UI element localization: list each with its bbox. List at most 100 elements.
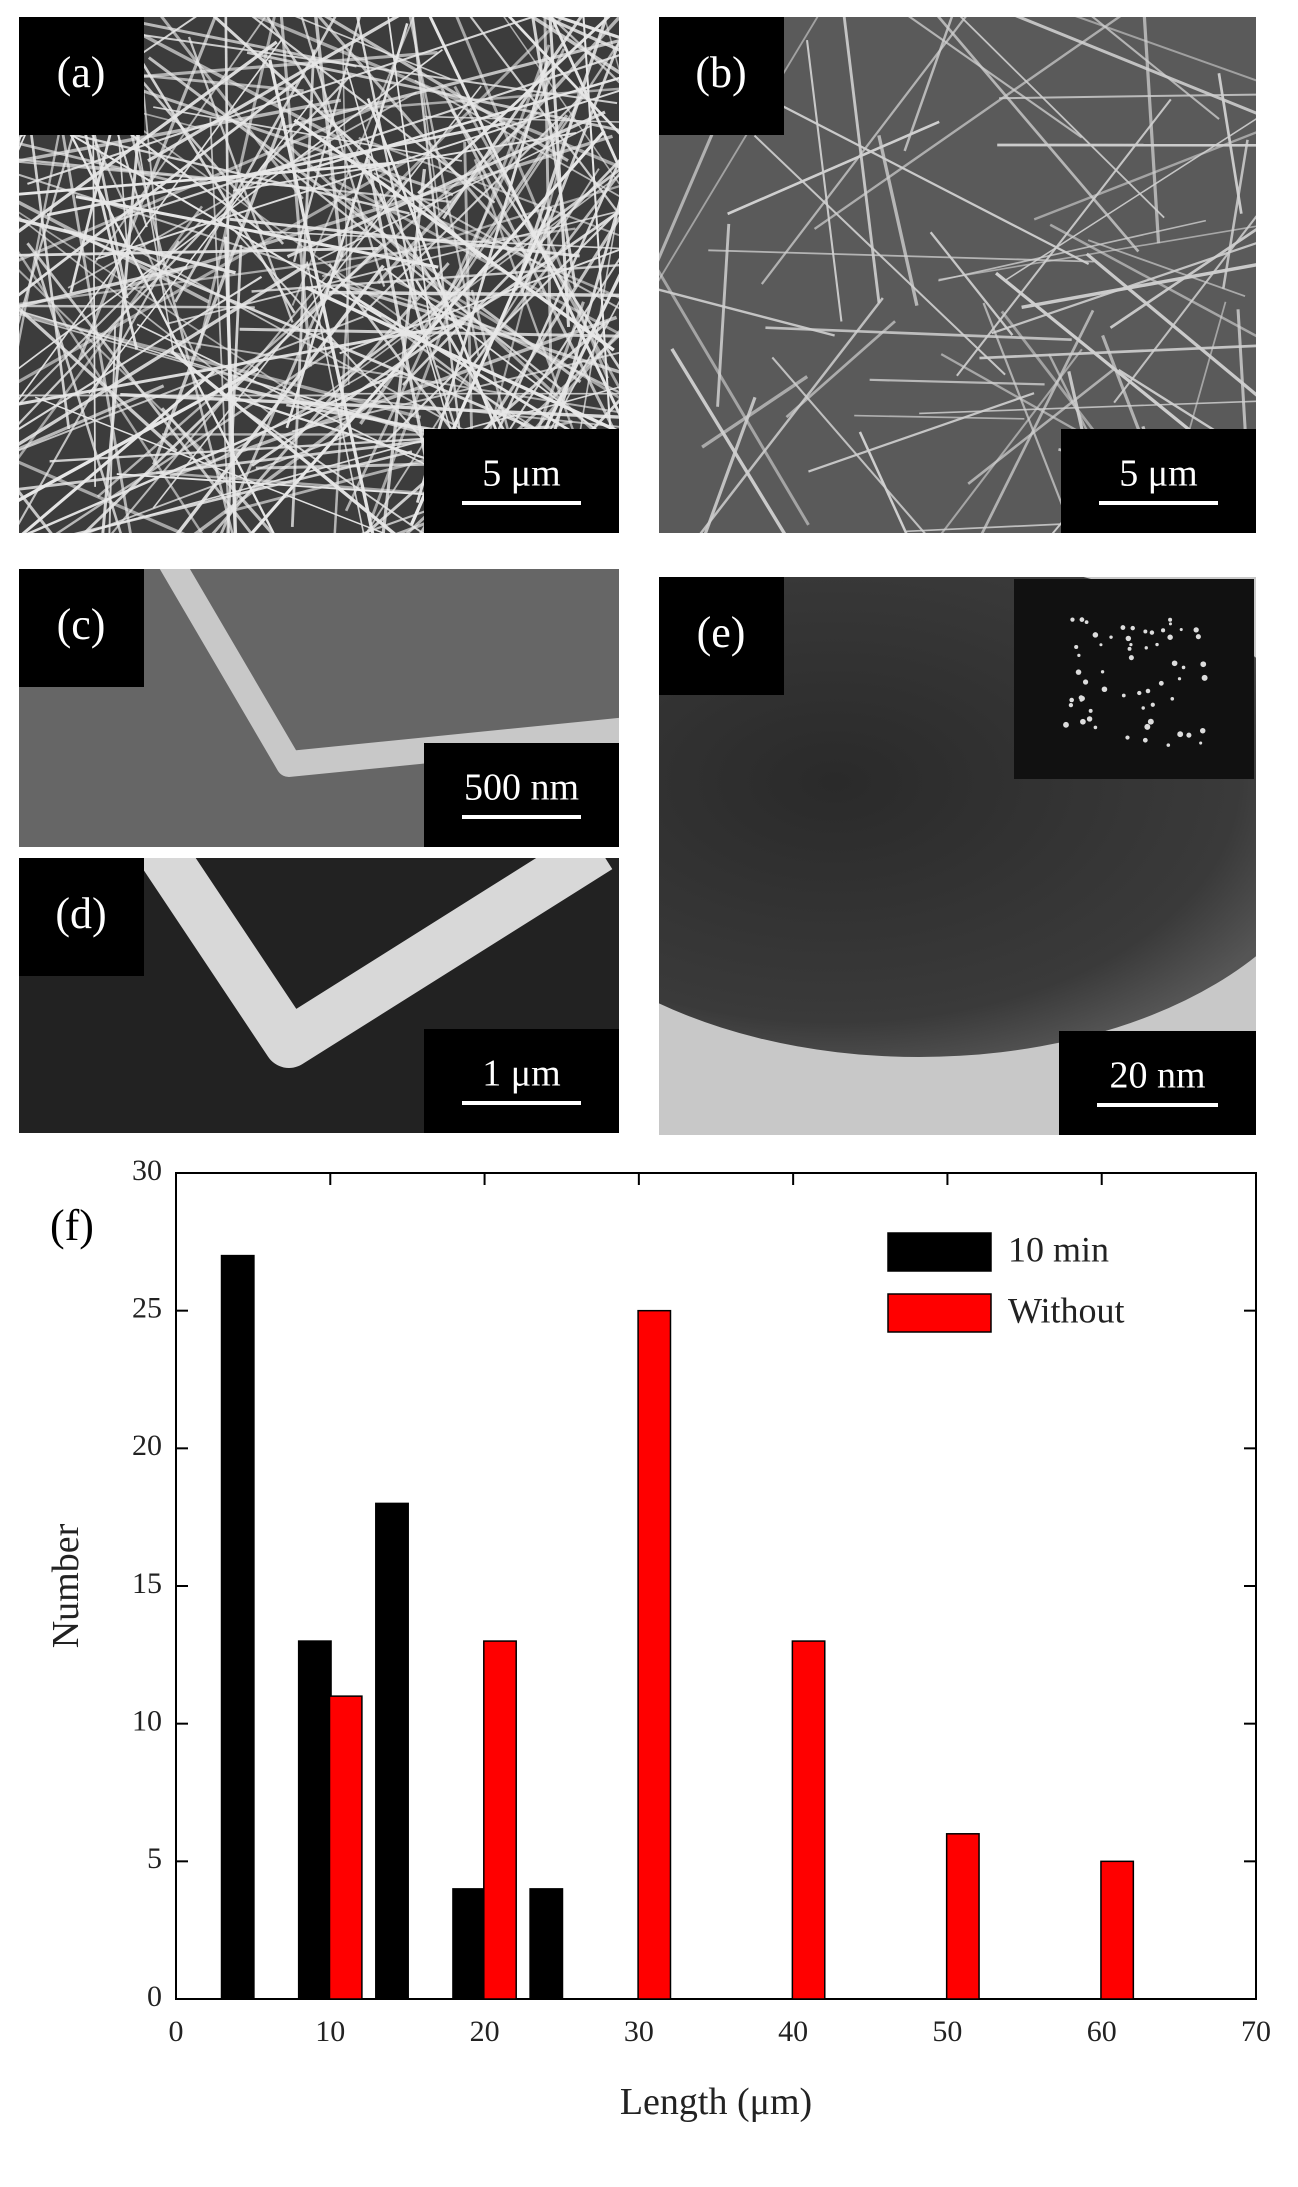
diffraction-spot xyxy=(1159,681,1164,686)
diffraction-spot xyxy=(1168,618,1172,622)
y-axis-title: Number xyxy=(45,1523,87,1648)
diffraction-spot xyxy=(1143,629,1147,633)
bar xyxy=(638,1311,670,1999)
x-tick-label: 0 xyxy=(169,2015,184,2048)
diffraction-spot xyxy=(1169,622,1172,625)
legend-swatch xyxy=(888,1233,991,1271)
bar xyxy=(530,1889,562,1999)
diffraction-spot xyxy=(1126,636,1131,641)
bar xyxy=(792,1641,824,1999)
diffraction-spot xyxy=(1074,645,1078,649)
diffraction-spot xyxy=(1143,738,1148,743)
x-axis-title: Length (μm) xyxy=(620,2081,812,2123)
bar xyxy=(376,1503,408,1999)
y-tick-label: 10 xyxy=(132,1705,162,1738)
bar xyxy=(947,1834,979,1999)
diffraction-spot xyxy=(1151,703,1155,707)
diffraction-spot xyxy=(1085,620,1089,624)
diffraction-spot xyxy=(1063,722,1069,728)
x-tick-label: 60 xyxy=(1087,2015,1117,2048)
micrograph: (c) 500 nm xyxy=(19,559,639,847)
diffraction-spot xyxy=(1080,719,1086,725)
diffraction-spot xyxy=(1087,716,1092,721)
panel-label: (d) xyxy=(55,889,106,938)
diffraction-spot xyxy=(1177,731,1183,737)
bar xyxy=(1101,1861,1133,1999)
panel-label: (b) xyxy=(695,48,746,97)
diffraction-spot xyxy=(1141,706,1144,709)
x-tick-label: 40 xyxy=(778,2015,808,2048)
diffraction-spot xyxy=(1182,666,1186,670)
scale-bar-label: 5 μm xyxy=(482,453,560,495)
scale-bar-label: 1 μm xyxy=(482,1053,560,1095)
y-tick-label: 30 xyxy=(132,1154,162,1187)
bar xyxy=(330,1696,362,1999)
diffraction-spot xyxy=(1150,630,1154,634)
diffraction-spot xyxy=(1194,627,1199,632)
x-tick-label: 70 xyxy=(1241,2015,1271,2048)
diffraction-spot xyxy=(1178,677,1181,680)
diffraction-spot xyxy=(1128,647,1132,651)
diffraction-inset xyxy=(1014,579,1254,779)
bar xyxy=(484,1641,516,1999)
y-tick-label: 25 xyxy=(132,1292,162,1325)
diffraction-spot xyxy=(1131,626,1135,630)
diffraction-spot xyxy=(1199,741,1202,744)
diffraction-spot xyxy=(1170,697,1174,701)
diffraction-spot xyxy=(1101,670,1104,673)
panel-label: (e) xyxy=(697,608,746,657)
diffraction-spot xyxy=(1129,655,1134,660)
diffraction-spot xyxy=(1069,698,1074,703)
diffraction-spot xyxy=(1083,679,1088,684)
diffraction-spot xyxy=(1144,724,1150,730)
bar xyxy=(299,1641,331,1999)
diffraction-spot xyxy=(1200,661,1206,667)
micrographs: (a)5 μm(b)5 μm(c)500 nm(d)1 μm(e)20 nm xyxy=(0,0,1298,1135)
diffraction-spot xyxy=(1167,743,1171,747)
diffraction-spot xyxy=(1172,660,1178,666)
diffraction-spot xyxy=(1196,634,1201,639)
diffraction-spot xyxy=(1146,689,1151,694)
scale-bar-label: 500 nm xyxy=(464,767,579,809)
x-tick-label: 10 xyxy=(315,2015,345,2048)
micrograph: (b) 5 μm xyxy=(641,0,1298,676)
diffraction-spot xyxy=(1089,709,1093,713)
diffraction-spot xyxy=(1200,728,1205,733)
diffraction-spot xyxy=(1137,691,1141,695)
panel-label: (c) xyxy=(57,600,106,649)
diffraction-spot xyxy=(1094,726,1098,730)
y-tick-label: 5 xyxy=(147,1842,162,1875)
diffraction-spot xyxy=(1093,632,1099,638)
diffraction-spot xyxy=(1202,675,1208,681)
diffraction-spot xyxy=(1070,617,1074,621)
diffraction-spot xyxy=(1155,643,1158,646)
diffraction-spot xyxy=(1077,654,1080,657)
annotation: (f) xyxy=(50,1201,94,1250)
diffraction-spot xyxy=(1125,735,1129,739)
diffraction-spot xyxy=(1122,694,1126,698)
bar xyxy=(453,1889,485,1999)
diffraction-spot xyxy=(1129,643,1132,646)
diffraction-spot xyxy=(1148,719,1154,725)
diffraction-spot xyxy=(1180,628,1183,631)
diffraction-spot xyxy=(1069,703,1073,707)
legend-swatch xyxy=(888,1294,991,1332)
y-tick-label: 20 xyxy=(132,1429,162,1462)
diffraction-spot xyxy=(1161,628,1165,632)
scale-bar-label: 20 nm xyxy=(1109,1055,1205,1097)
diffraction-spot xyxy=(1167,635,1172,640)
diffraction-spot xyxy=(1080,617,1085,622)
x-tick-label: 30 xyxy=(624,2015,654,2048)
diffraction-spot xyxy=(1145,646,1148,649)
diffraction-spot xyxy=(1109,635,1112,638)
micrograph: (d) 1 μm xyxy=(19,848,619,1133)
diffraction-spot xyxy=(1076,669,1082,675)
diffraction-spot xyxy=(1102,686,1108,692)
diffraction-spot xyxy=(1186,733,1191,738)
bar xyxy=(222,1256,254,1999)
x-tick-label: 50 xyxy=(932,2015,962,2048)
scale-bar-label: 5 μm xyxy=(1119,453,1197,495)
